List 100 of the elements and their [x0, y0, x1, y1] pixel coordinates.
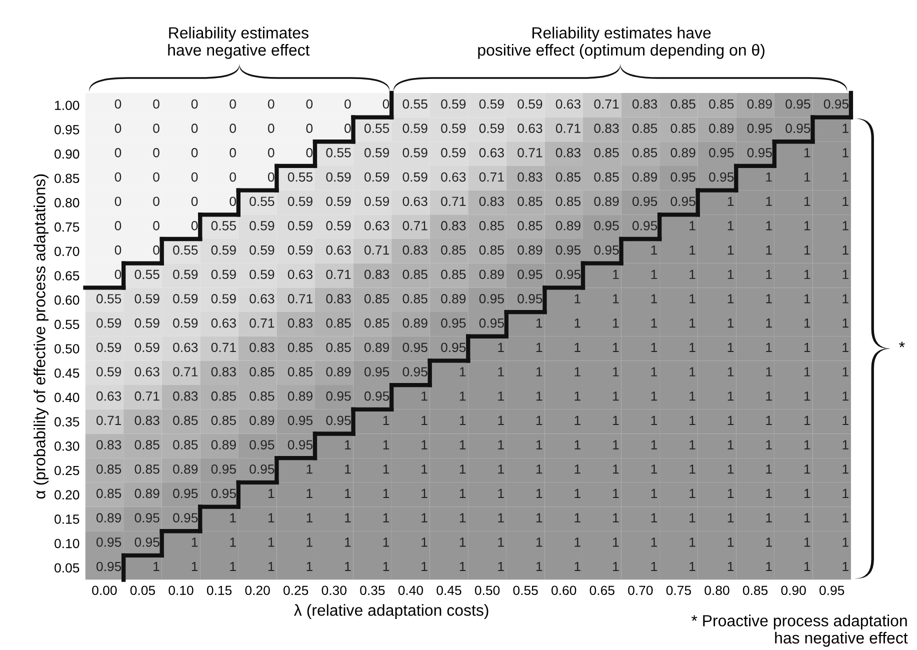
data-label: 0.95	[556, 245, 581, 255]
data-label: 0.89	[134, 488, 160, 498]
data-label: 0.59	[364, 148, 390, 158]
data-label: 0	[114, 124, 122, 134]
data-label: 1	[460, 440, 466, 450]
data-label: 0.89	[173, 464, 198, 474]
data-label: 1	[766, 318, 772, 328]
data-label: 0.83	[556, 148, 580, 158]
data-label: 0.63	[211, 318, 236, 328]
data-label: 1	[651, 562, 657, 572]
data-label: 1	[728, 270, 734, 279]
data-label: 1	[842, 294, 848, 304]
data-label: 0.95	[632, 196, 658, 206]
data-label: 0.63	[518, 124, 542, 134]
data-label: 0.85	[709, 99, 734, 109]
data-label: 1	[842, 367, 848, 376]
data-label: 0.63	[364, 221, 390, 230]
data-label: 1	[690, 318, 696, 328]
data-label: 1	[498, 342, 504, 352]
data-label: 1	[345, 538, 351, 547]
data-label: 1	[766, 172, 772, 182]
data-label: 0.85	[173, 440, 198, 450]
data-label: 1	[345, 562, 351, 572]
data-label: 1	[766, 562, 772, 572]
data-label: 1	[498, 464, 504, 474]
y-tick-label: 0.95	[54, 125, 80, 134]
text: *	[899, 342, 905, 348]
data-label: 1	[460, 464, 466, 474]
data-label: 0.71	[594, 99, 619, 109]
data-label: 0	[268, 99, 274, 109]
data-label: 0	[306, 99, 313, 109]
y-tick-label: 0.85	[54, 174, 80, 184]
data-label: 0.59	[479, 99, 504, 109]
data-label: 0.89	[632, 172, 658, 182]
data-label: 0.63	[441, 172, 466, 182]
data-label: 0.95	[250, 464, 274, 474]
data-label: 0.83	[288, 318, 312, 328]
data-label: 0.89	[402, 318, 428, 328]
data-label: 1	[651, 488, 657, 498]
data-label: 0.59	[211, 270, 236, 280]
data-label: 0.95	[402, 367, 428, 376]
data-label: 0.83	[96, 440, 122, 450]
data-label: 1	[842, 270, 848, 279]
data-label: 1	[842, 416, 848, 425]
data-label: 1	[460, 562, 466, 572]
data-label: 0.55	[250, 196, 274, 206]
data-label: 0.59	[134, 342, 160, 352]
data-label: 1	[842, 124, 848, 133]
y-tick-label: 0.20	[54, 490, 80, 500]
x-tick-label: 0.25	[284, 586, 308, 596]
data-label: 0	[191, 124, 198, 134]
data-label: 0.59	[211, 294, 236, 304]
data-label: 1	[460, 416, 466, 425]
data-label: 1	[422, 440, 428, 450]
data-label: 1	[651, 440, 657, 450]
data-label: 0.85	[173, 416, 198, 426]
data-label: 0.71	[288, 294, 312, 304]
data-label: 0.85	[670, 99, 696, 109]
data-label: 0.71	[556, 124, 580, 134]
data-label: 0	[153, 221, 160, 230]
data-label: 0.95	[518, 294, 542, 304]
x-tick-label: 0.80	[704, 586, 730, 596]
data-label: 1	[268, 562, 274, 572]
y-tick-label: 0.75	[54, 222, 80, 232]
data-label: 0.59	[326, 221, 351, 230]
data-label: 1	[728, 513, 734, 522]
data-label: 1	[613, 464, 619, 474]
data-label: 0	[114, 245, 122, 255]
data-label: 1	[383, 440, 389, 450]
data-label: 0.59	[364, 196, 390, 206]
data-label: 1	[766, 270, 772, 279]
data-label: 0.95	[96, 537, 122, 547]
data-label: 0.85	[364, 294, 390, 304]
data-label: 0.85	[402, 270, 428, 280]
data-label: 0.85	[250, 391, 274, 401]
data-label: 1	[460, 367, 466, 376]
data-label: 0	[153, 196, 160, 206]
data-label: 0.95	[594, 221, 619, 230]
data-label: 0	[344, 124, 351, 134]
data-label: 1	[804, 318, 810, 328]
data-label: 0.59	[288, 245, 312, 255]
data-label: 1	[804, 392, 810, 401]
data-label: 0.63	[556, 99, 580, 109]
data-label: 0	[268, 124, 274, 134]
data-label: 0.95	[824, 99, 849, 109]
data-label: 1	[574, 367, 580, 376]
data-label: 1	[268, 538, 274, 547]
x-tick-label: 0.40	[398, 586, 424, 596]
x-tick-label: 0.75	[666, 586, 691, 596]
data-label: 1	[728, 196, 734, 206]
data-label: 1	[690, 270, 696, 279]
data-label: 0.95	[326, 391, 351, 401]
data-label: 1	[230, 513, 236, 522]
data-label: 1	[842, 221, 848, 230]
data-label: 1	[383, 513, 389, 522]
data-label: 0	[191, 148, 198, 158]
data-label: 0	[306, 124, 313, 134]
data-label: 1	[728, 221, 734, 230]
data-label: 0.89	[709, 124, 734, 134]
y-tick-label: 0.15	[54, 514, 80, 524]
